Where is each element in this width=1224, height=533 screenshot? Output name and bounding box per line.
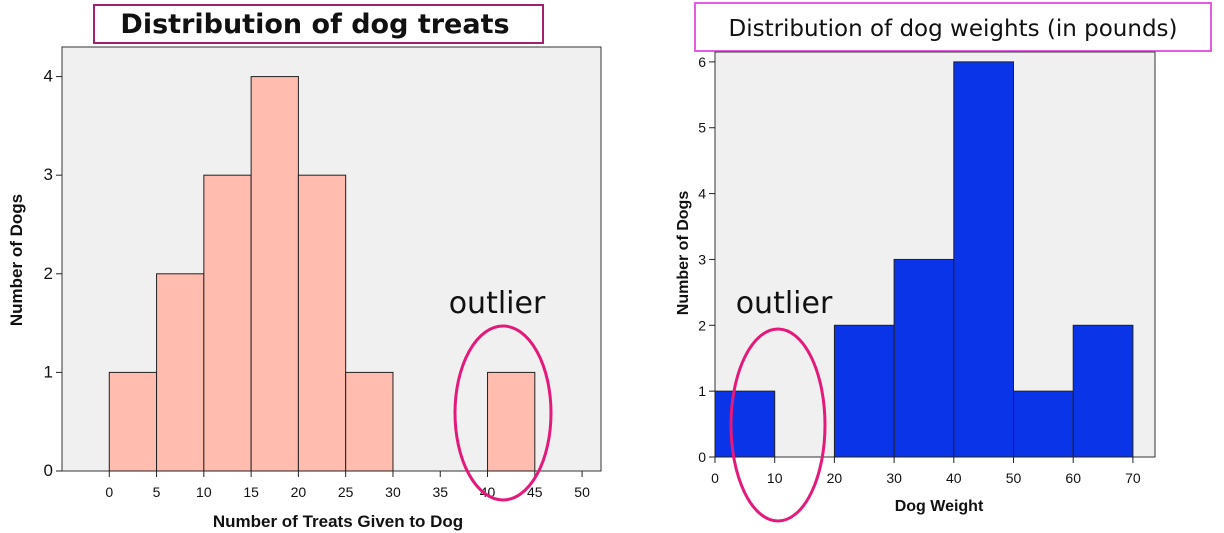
chart2-outlier-label: outlier [736, 286, 833, 321]
y-tick-label: 6 [698, 54, 706, 70]
x-tick-label: 40 [480, 484, 496, 500]
x-tick-label: 35 [432, 484, 448, 500]
histogram-bar [953, 61, 1015, 458]
histogram-bar [345, 371, 394, 472]
x-tick-label: 5 [153, 484, 161, 500]
chart1-outlier-circle [453, 324, 553, 502]
chart2-outlier-circle [729, 327, 827, 523]
histogram-bar [250, 76, 299, 472]
x-tick-label: 50 [574, 484, 590, 500]
chart1-outlier-label: outlier [449, 286, 546, 321]
chart1-title: Distribution of dog treats [120, 9, 509, 40]
x-tick-label: 30 [886, 470, 902, 486]
y-tick-label: 2 [698, 317, 706, 333]
histogram-bar [893, 258, 955, 458]
x-tick-label: 0 [711, 470, 719, 486]
x-tick-label: 40 [946, 470, 962, 486]
chart1-title-box [93, 4, 544, 44]
x-tick-label: 30 [385, 484, 401, 500]
histogram-bar [1013, 390, 1074, 458]
x-tick-label: 25 [338, 484, 354, 500]
chart1-y-axis-label: Number of Dogs [7, 194, 26, 326]
x-tick-label: 15 [243, 484, 259, 500]
histogram-bar [108, 371, 158, 472]
chart2-y-axis-label: Number of Dogs [675, 191, 692, 316]
histogram-bar [156, 273, 205, 472]
histogram-bar [1072, 324, 1134, 458]
y-tick-label: 4 [44, 67, 53, 86]
histogram-bar [833, 324, 895, 458]
y-tick-label: 1 [44, 362, 53, 381]
y-tick-label: 0 [44, 461, 53, 480]
chart1-x-axis-label: Number of Treats Given to Dog [213, 512, 463, 531]
chart1-bars [108, 76, 536, 472]
chart2-x-axis-label: Dog Weight [895, 498, 984, 515]
histogram-bar [297, 174, 347, 472]
y-tick-label: 2 [44, 264, 53, 283]
x-tick-label: 20 [291, 484, 307, 500]
histogram-bar [487, 371, 536, 472]
x-tick-label: 10 [196, 484, 212, 500]
y-tick-label: 1 [698, 383, 706, 399]
x-tick-label: 20 [827, 470, 843, 486]
chart1-y-ticks: 0 1 2 3 4 [44, 67, 62, 480]
chart1-x-ticks: 0 5 10 15 20 25 30 35 40 45 50 [105, 471, 590, 500]
x-tick-label: 50 [1006, 470, 1022, 486]
histogram-bar [714, 390, 776, 458]
chart2-bars [714, 61, 1134, 458]
weights-histogram: Distribution of dog weights (in pounds) … [675, 2, 1212, 523]
histogram-bar [203, 174, 252, 472]
y-tick-label: 4 [698, 186, 706, 202]
x-tick-label: 45 [527, 484, 543, 500]
y-tick-label: 3 [698, 251, 706, 267]
chart2-x-ticks: 0 10 20 30 40 50 60 70 [711, 457, 1141, 486]
x-tick-label: 0 [105, 484, 113, 500]
chart2-title: Distribution of dog weights (in pounds) [728, 16, 1177, 42]
treats-histogram: Distribution of dog treats 0 1 2 3 4 0 5 10 15 2… [7, 4, 602, 531]
y-tick-label: 5 [698, 120, 706, 136]
x-tick-label: 10 [767, 470, 783, 486]
y-tick-label: 3 [44, 165, 53, 184]
x-tick-label: 70 [1125, 470, 1141, 486]
x-tick-label: 60 [1065, 470, 1081, 486]
chart2-y-ticks: 0 1 2 3 4 5 6 [698, 54, 715, 465]
chart2-title-box [694, 2, 1212, 52]
y-tick-label: 0 [698, 449, 706, 465]
